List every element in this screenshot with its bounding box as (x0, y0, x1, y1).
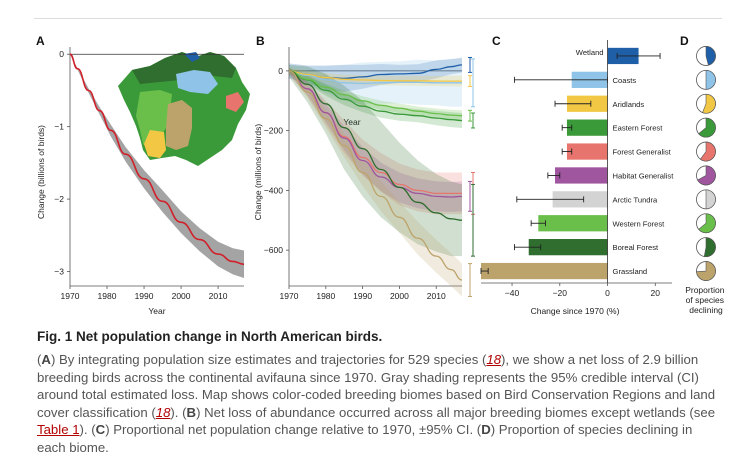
panel-b-ci-band (289, 68, 462, 122)
panel-b-series-line (288, 70, 462, 82)
panel-b-ci-band (289, 67, 462, 128)
panel-c-bar (481, 262, 608, 280)
panel-c-category-label: Boreal Forest (613, 243, 659, 252)
panel-d-title: Proportion of species declining (685, 285, 727, 315)
panel-a-xtick-label: 1990 (135, 291, 154, 301)
panel-c-category-label: Eastern Forest (613, 124, 664, 133)
panel-b-xtick-label: 2000 (390, 291, 409, 301)
panel-d: Proportion of species declining (685, 46, 727, 315)
panel-a-xtick-label: 2000 (172, 291, 191, 301)
panel-b-xtick-label: 1990 (353, 291, 372, 301)
panel-c-bar (555, 167, 608, 184)
panel-a-ci-band (70, 54, 244, 279)
panel-c-xtick-label: −40 (505, 288, 520, 298)
panel-b-xtick-label: 1980 (316, 291, 335, 301)
panel-b-ytick-label: −200 (264, 126, 283, 136)
panel-b-ci-band (289, 67, 462, 212)
panel-b-ytick-label: 0 (278, 66, 283, 76)
panel-d-pie-slice (698, 213, 716, 234)
panel-d-pie-slice (700, 141, 716, 162)
panel-b-ylabel: Change (millions of birds) (253, 124, 263, 221)
figure-caption: Fig. 1 Net population change in North Am… (37, 328, 722, 457)
panel-b-series-line (288, 70, 463, 117)
panel-b-series-line (288, 70, 463, 221)
panel-label-a: A (36, 34, 45, 48)
panel-c-bar (538, 215, 608, 232)
panel-c-bar (566, 119, 608, 136)
panel-a-ytick-label: −3 (54, 267, 64, 277)
panel-a-xtick-label: 2010 (209, 291, 228, 301)
panel-b-xtick-label: 1970 (280, 291, 299, 301)
panel-b-xtick-label: 2010 (427, 291, 446, 301)
caption-text: ( (37, 352, 42, 367)
panel-a-series-line (69, 53, 245, 266)
panel-a-ylabel: Change (billions of birds) (36, 125, 46, 219)
panel-label-b: B (256, 34, 265, 48)
caption-text: ) Net loss of abundance occurred across … (196, 404, 716, 420)
panel-c-xtick-label: 20 (651, 288, 661, 298)
panel-c-category-label: Aridlands (613, 100, 645, 109)
panel-c-category-label: Habitat Generalist (613, 171, 675, 180)
panel-a-xtick-label: 1970 (61, 291, 80, 301)
panel-b-series-line (288, 70, 463, 122)
biome-map (118, 52, 250, 166)
top-rule (34, 18, 722, 19)
panel-d-pie-slice (696, 261, 716, 281)
panel-ref: D (481, 422, 491, 438)
panel-a-xtick-label: 1980 (98, 291, 117, 301)
caption-label: Fig. 1 (37, 329, 73, 344)
panel-b-ytick-label: −600 (264, 245, 283, 255)
panel-b-ci-band (289, 64, 462, 257)
panel-b-xlabel: Year (343, 117, 360, 127)
panel-ref: B (186, 404, 197, 420)
panel-a-ytick-label: −2 (54, 194, 64, 204)
panel-c-category-label: Grassland (613, 267, 648, 276)
panel-a-ytick-label: −1 (54, 122, 64, 132)
figure-svg: A B C D Change (billions of birds) Year … (36, 34, 727, 316)
panel-b-series-line (288, 70, 463, 198)
reference-link[interactable]: 18 (155, 404, 171, 420)
panel-c-category-label: Arctic Tundra (613, 195, 659, 204)
panel-b-series-line (288, 70, 463, 281)
panel-b-series-line (288, 70, 462, 85)
caption-text: ) Proportional net population change rel… (105, 422, 482, 438)
panel-a-xlabel: Year (148, 306, 165, 316)
panel-c-xtick-label: −20 (553, 288, 568, 298)
caption-body: (A) By integrating population size estim… (37, 351, 722, 457)
panel-c-bar (528, 239, 608, 256)
panel-d-pie-slice (703, 237, 716, 257)
panel-b-ytick-label: −400 (264, 185, 283, 195)
caption-text: ) Proportion of species declining in eac… (37, 422, 693, 455)
caption-text: ) By integrating population size estimat… (50, 352, 487, 367)
caption-text: ). ( (170, 404, 187, 420)
panel-c-xtick-label: 0 (605, 288, 610, 298)
panel-label-d: D (680, 34, 689, 48)
panel-ref: A (41, 352, 51, 367)
panel-d-pie-slice (705, 70, 716, 90)
table-link[interactable]: Table 1 (37, 422, 80, 438)
panel-c: Change since 1970 (%) −40 −20 0 20 Wetland Co… (480, 40, 675, 316)
panel-c-category-label: Forest Generalist (613, 148, 672, 157)
panel-label-c: C (492, 34, 501, 48)
panel-c-category-label: Coasts (613, 76, 637, 85)
panel-c-bar (566, 143, 608, 160)
panel-d-pie-slice (698, 117, 716, 138)
panel-ref: C (95, 422, 106, 438)
panel-d-pie-slice (697, 165, 716, 186)
panel-b-ci-band (289, 67, 462, 215)
caption-text: ). ( (79, 422, 96, 438)
caption-text: ), we show a net loss of 2.9 billion bre… (37, 352, 716, 420)
panel-c-category-label: Western Forest (613, 219, 666, 228)
panel-c-xlabel: Change since 1970 (%) (531, 306, 620, 316)
caption-title-text: Net population change in North American … (76, 329, 383, 344)
panel-a-ytick-label: 0 (59, 49, 64, 59)
panel-b: Change (millions of birds) Year 0 −200 −40… (253, 47, 475, 301)
panel-d-pie-slice (705, 189, 716, 210)
reference-link[interactable]: 18 (486, 352, 502, 367)
panel-a: Change (billions of birds) Year 0 −1 −2 −3 1… (36, 47, 250, 316)
panel-d-pie-slice (705, 46, 716, 66)
panel-c-category-label: Wetland (576, 48, 604, 57)
caption-title: Fig. 1 Net population change in North Am… (37, 328, 722, 345)
panel-d-pie-slice (702, 93, 716, 114)
